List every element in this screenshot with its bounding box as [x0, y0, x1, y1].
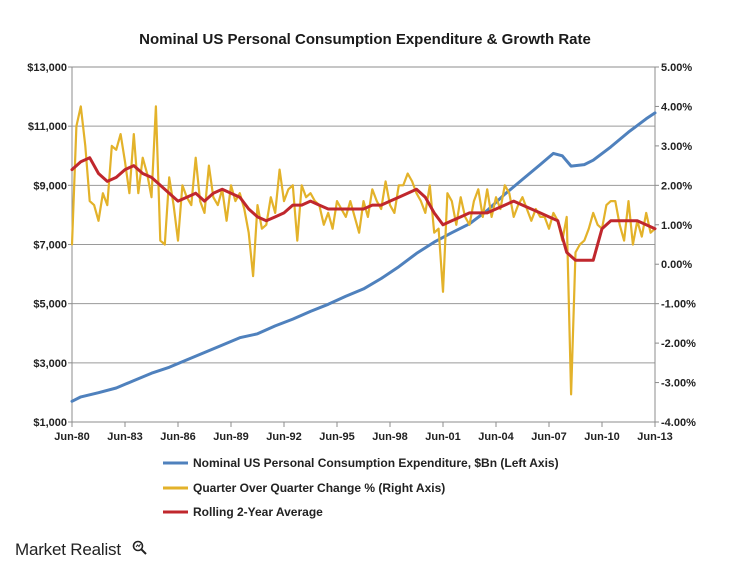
- right-axis-tick-label: -4.00%: [661, 417, 696, 429]
- legend-label-qoq-change: Quarter Over Quarter Change % (Right Axi…: [193, 481, 445, 495]
- right-axis-tick-label: -2.00%: [661, 338, 696, 350]
- x-axis: Jun-80 Jun-83 Jun-86 Jun-89 Jun-92 Jun-95 Jun-…: [54, 422, 673, 443]
- chart-title: Nominal US Personal Consumption Expendit…: [139, 31, 591, 48]
- series-layer: [70, 105, 657, 403]
- left-axis-tick-label: $13,000: [27, 62, 67, 74]
- x-axis-tick-label: Jun-98: [372, 431, 407, 443]
- right-axis-tick-label: -1.00%: [661, 299, 696, 311]
- x-axis-tick-label: Jun-86: [160, 431, 195, 443]
- brand-logo-text: Market Realist: [15, 540, 121, 559]
- magnifier-icon: [132, 540, 147, 555]
- legend-label-pce: Nominal US Personal Consumption Expendit…: [193, 456, 559, 470]
- left-axis: $1,000 $3,000 $5,000 $7,000 $9,000 $11,000 $13…: [27, 62, 72, 429]
- left-axis-tick-label: $1,000: [33, 417, 67, 429]
- series-line-rolling-average: [70, 156, 657, 262]
- x-axis-tick-label: Jun-95: [319, 431, 354, 443]
- right-axis-tick-label: 4.00%: [661, 101, 692, 113]
- x-axis-tick-label: Jun-07: [531, 431, 566, 443]
- legend: Nominal US Personal Consumption Expendit…: [163, 456, 559, 519]
- right-axis-tick-label: -3.00%: [661, 378, 696, 390]
- x-axis-tick-label: Jun-04: [478, 431, 514, 443]
- right-axis-tick-label: 5.00%: [661, 62, 692, 74]
- x-axis-tick-label: Jun-89: [213, 431, 248, 443]
- right-axis-tick-label: 3.00%: [661, 141, 692, 153]
- x-axis-tick-label: Jun-01: [425, 431, 460, 443]
- right-axis-tick-label: 2.00%: [661, 180, 692, 192]
- x-axis-tick-label: Jun-13: [637, 431, 672, 443]
- x-axis-tick-label: Jun-80: [54, 431, 89, 443]
- left-axis-tick-label: $7,000: [33, 240, 67, 252]
- left-axis-tick-label: $5,000: [33, 299, 67, 311]
- x-axis-tick-label: Jun-92: [266, 431, 301, 443]
- right-axis-tick-label: 0.00%: [661, 259, 692, 271]
- left-axis-tick-label: $9,000: [33, 180, 67, 192]
- left-axis-tick-label: $3,000: [33, 358, 67, 370]
- legend-label-rolling-average: Rolling 2-Year Average: [193, 505, 323, 519]
- left-axis-tick-label: $11,000: [28, 121, 67, 133]
- right-axis: -4.00% -3.00% -2.00% -1.00% 0.00% 1.00% 2.00% 3…: [655, 62, 696, 429]
- right-axis-tick-label: 1.00%: [661, 220, 692, 232]
- x-axis-tick-label: Jun-83: [107, 431, 142, 443]
- grid-layer: [72, 125, 655, 364]
- x-axis-tick-label: Jun-10: [584, 431, 619, 443]
- series-line-pce: [70, 111, 657, 403]
